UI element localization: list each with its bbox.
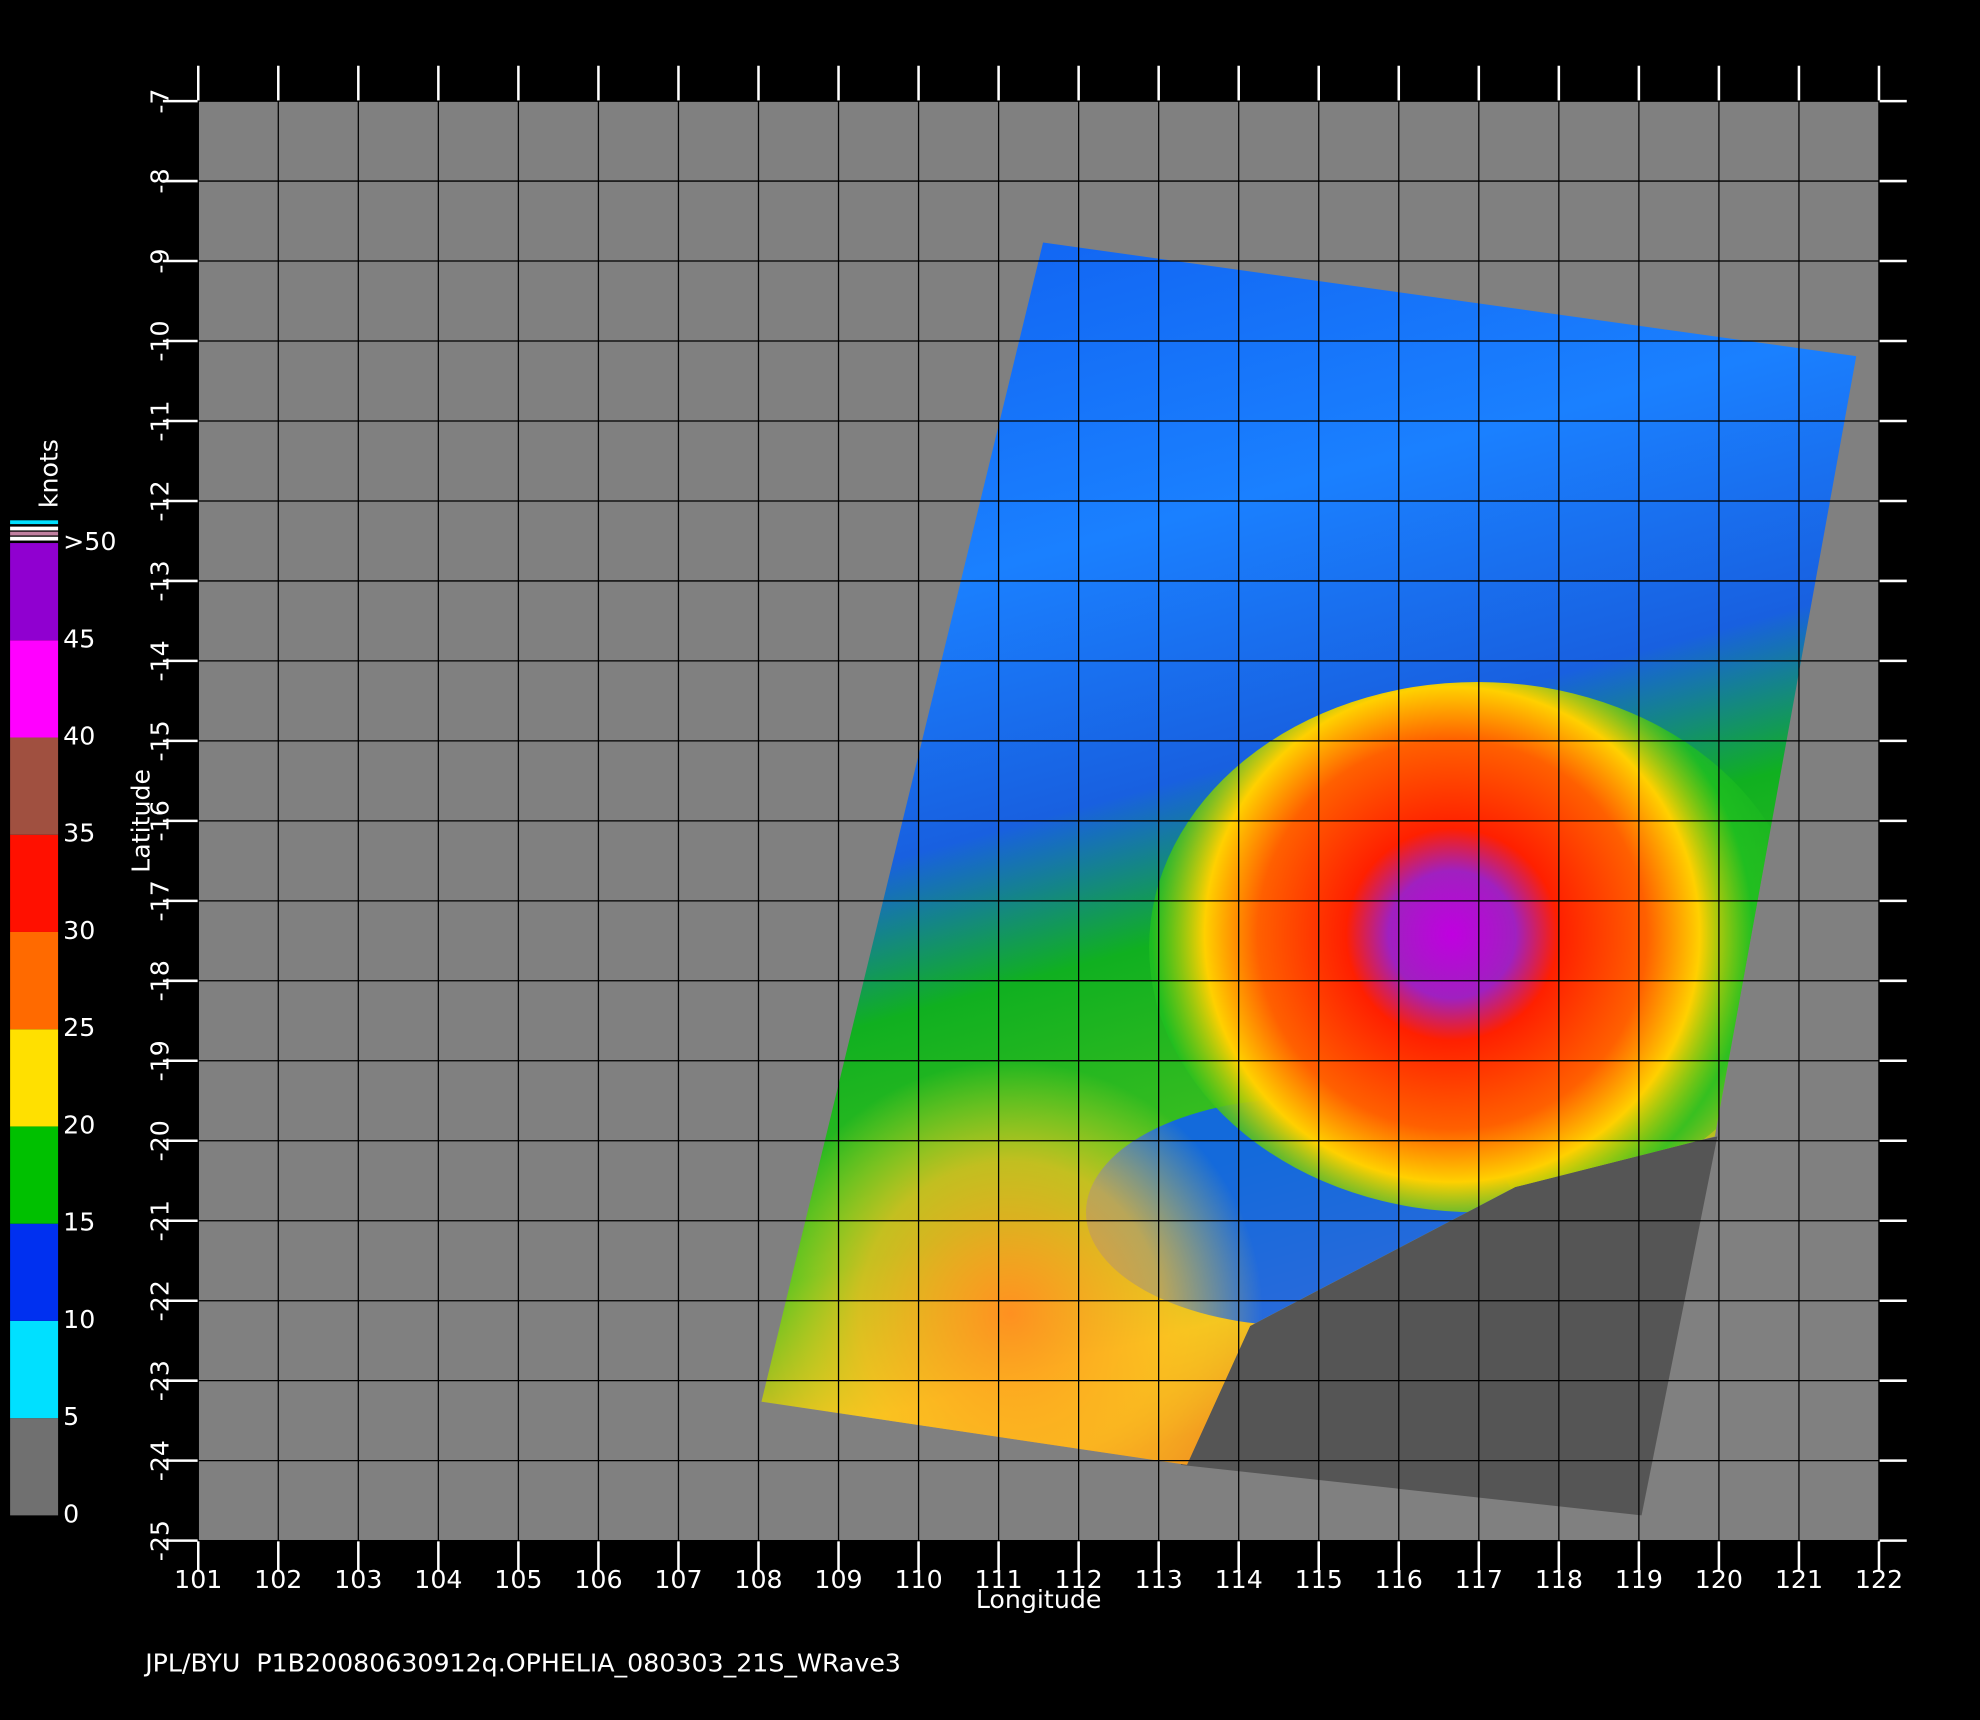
- colorbar-band: [10, 1126, 59, 1224]
- y-tick-label: -24: [146, 1440, 175, 1481]
- colorbar-band: [10, 931, 59, 1030]
- colorbar-label: 30: [63, 916, 95, 945]
- x-tick-label: 107: [654, 1565, 702, 1594]
- y-tick-label: -10: [146, 320, 175, 361]
- colorbar-label: 15: [63, 1208, 95, 1237]
- x-tick-label: 122: [1855, 1565, 1903, 1594]
- y-tick-label: -7: [146, 88, 175, 113]
- colorbar-cap: [10, 526, 59, 531]
- x-tick-label: 119: [1615, 1565, 1663, 1594]
- x-tick-label: 111: [974, 1565, 1022, 1594]
- colorbar-label: 0: [63, 1499, 79, 1528]
- x-tick-label: 106: [574, 1565, 622, 1594]
- colorbar-band: [10, 1418, 59, 1516]
- y-tick-label: -13: [146, 560, 175, 601]
- colorbar-band: [10, 1029, 59, 1127]
- x-tick-label: 117: [1455, 1565, 1503, 1594]
- y-tick-label: -8: [146, 168, 175, 193]
- colorbar-label: 5: [63, 1402, 79, 1431]
- y-tick-label: -14: [146, 640, 175, 681]
- colorbar: 0 5 10 15 20 25 30 35 40 45 >50 knots: [10, 439, 116, 1528]
- colorbar-label: 35: [63, 819, 95, 848]
- x-tick-label: 108: [734, 1565, 782, 1594]
- colorbar-band: [10, 640, 59, 738]
- y-tick-label: -21: [146, 1200, 175, 1241]
- axes: 101 102 103 104 105 106 107 108 109 110 111 112 113 1…: [127, 65, 1907, 1614]
- y-tick-label: -19: [146, 1040, 175, 1081]
- plot-frame: [197, 100, 1880, 1542]
- no-data-region: [1180, 1136, 1718, 1516]
- x-tick-label: 118: [1535, 1565, 1583, 1594]
- colorbar-label: 10: [63, 1305, 95, 1334]
- footer: JPL/BYU P1B20080630912q.OPHELIA_080303_2…: [143, 1648, 901, 1677]
- colorbar-band: [10, 543, 59, 641]
- x-tick-label: 113: [1135, 1565, 1183, 1594]
- colorbar-title: knots: [35, 439, 64, 508]
- colorbar-band: [10, 1320, 59, 1419]
- x-tick-label: 104: [414, 1565, 462, 1594]
- y-tick-label: -15: [146, 720, 175, 761]
- y-tick-label: -23: [146, 1360, 175, 1401]
- colorbar-label: 25: [63, 1013, 95, 1042]
- colorbar-band: [10, 1223, 59, 1321]
- colorbar-label: 40: [63, 722, 95, 751]
- colorbar-label: >50: [63, 527, 116, 556]
- y-tick-label: -11: [146, 400, 175, 441]
- x-axis-title: Longitude: [976, 1585, 1102, 1614]
- x-tick-label: 103: [334, 1565, 382, 1594]
- y-tick-label: -17: [146, 880, 175, 921]
- y-tick-label: -25: [146, 1520, 175, 1561]
- x-tick-label: 110: [894, 1565, 942, 1594]
- x-tick-label: 101: [174, 1565, 222, 1594]
- colorbar-band: [10, 834, 59, 932]
- x-tick-label: 120: [1695, 1565, 1743, 1594]
- colorbar-label: 45: [63, 624, 95, 653]
- y-tick-label: -20: [146, 1120, 175, 1161]
- colorbar-cap: [10, 536, 59, 541]
- y-tick-label: -18: [146, 960, 175, 1001]
- y-tick-label: -16: [146, 800, 175, 841]
- y-tick-label: -12: [146, 480, 175, 521]
- colorbar-cap: [10, 531, 59, 536]
- y-tick-label: -22: [146, 1280, 175, 1321]
- x-tick-label: 112: [1055, 1565, 1103, 1594]
- x-tick-label: 114: [1215, 1565, 1263, 1594]
- y-axis-title: Latitude: [127, 769, 156, 873]
- colorbar-cap: [10, 520, 59, 525]
- x-tick-label: 102: [254, 1565, 302, 1594]
- x-tick-label: 116: [1375, 1565, 1423, 1594]
- y-tick-label: -9: [146, 248, 175, 273]
- x-tick-label: 115: [1295, 1565, 1343, 1594]
- colorbar-label: 20: [63, 1110, 95, 1139]
- x-tick-label: 105: [494, 1565, 542, 1594]
- colorbar-band: [10, 737, 59, 835]
- x-tick-label: 109: [814, 1565, 862, 1594]
- x-tick-label: 121: [1775, 1565, 1823, 1594]
